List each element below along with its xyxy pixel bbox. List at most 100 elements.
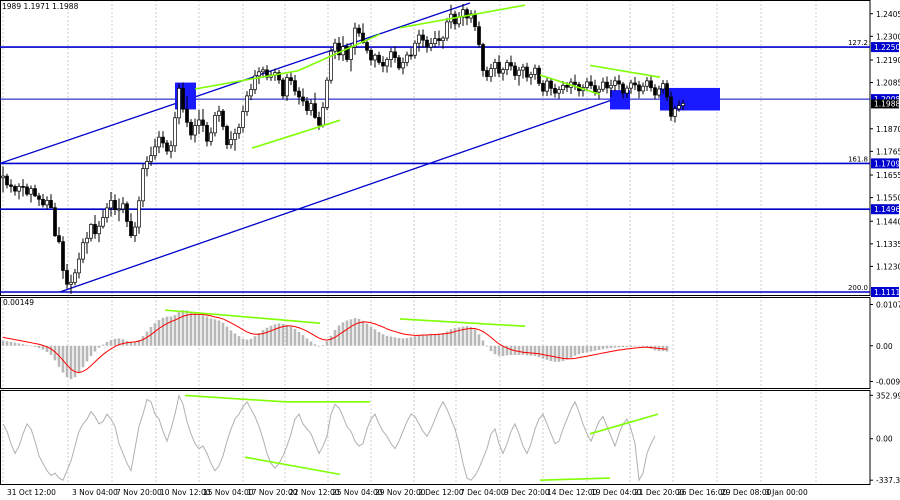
candle-body [473, 13, 477, 28]
divergence-line [251, 119, 341, 149]
candle-body [421, 34, 425, 41]
macd-bar [85, 345, 89, 362]
candle-body [1, 175, 5, 179]
candle-body [369, 49, 373, 61]
candle-body [561, 85, 565, 91]
candle-body [409, 54, 413, 57]
divergence-line [194, 69, 299, 90]
y-tick-label: 1.2190 [876, 56, 900, 65]
candle-body [73, 272, 77, 283]
fib-level-label: 127.2 [848, 39, 868, 47]
x-tick-label: 14 Dec 12:00 [547, 488, 598, 497]
macd-bar [53, 345, 57, 361]
level-price-label: 1.2250 [874, 43, 900, 52]
macd-bar [405, 338, 409, 346]
candle-body [125, 203, 129, 222]
candle-body [41, 198, 45, 206]
macd-bar [5, 341, 9, 346]
candle-body [329, 50, 333, 81]
candle-body [309, 103, 313, 111]
candle-body [653, 87, 657, 96]
macd-bar [305, 338, 309, 346]
macd-bar [141, 336, 145, 346]
macd-bar [453, 328, 457, 346]
y-tick-label: 1.1870 [876, 125, 900, 134]
macd-bar [545, 345, 549, 360]
candle-body [425, 39, 429, 48]
macd-bar [89, 345, 93, 357]
macd-bar [277, 323, 281, 346]
macd-bar [273, 324, 277, 346]
candle-body [213, 115, 217, 134]
macd-bar [197, 313, 201, 346]
divergence-line [399, 4, 526, 29]
x-tick-label: 26 Dec 16:00 [677, 488, 728, 497]
macd-bar [473, 329, 477, 346]
candle-body [285, 77, 289, 97]
macd-bar [105, 341, 109, 346]
candle-body [89, 224, 93, 239]
candle-body [353, 27, 357, 48]
macd-bar [73, 345, 77, 378]
macd-bar [209, 318, 213, 346]
macd-bar [321, 344, 325, 346]
level-price-tag [871, 42, 899, 53]
macd-bar [49, 345, 53, 355]
candle-body [669, 96, 673, 117]
x-tick-label: 7 Dec 04:00 [460, 488, 506, 497]
candle-body [257, 71, 261, 77]
macd-bar [565, 345, 569, 360]
macd-bar [569, 345, 573, 358]
macd-bar [205, 316, 209, 346]
macd-bar [373, 329, 377, 346]
candle-body [377, 54, 381, 63]
macd-bar [437, 333, 441, 346]
candle-body [133, 226, 137, 237]
macd-bar [353, 318, 357, 346]
macd-bar [253, 336, 257, 346]
candle-body [393, 51, 397, 58]
macd-bar [149, 326, 153, 346]
macd-bar [237, 336, 241, 346]
candle-body [541, 83, 545, 92]
macd-bar [393, 337, 397, 346]
candle-body [529, 74, 533, 78]
macd-bar [169, 316, 173, 346]
macd-bar [457, 327, 461, 346]
candle-body [85, 237, 89, 244]
x-tick-label: 3 Nov 04:00 [72, 488, 118, 497]
main-price-pane: 127.2 161.8 200.0 [0, 2, 870, 294]
candle-body [601, 81, 605, 90]
macd-bar [469, 326, 473, 346]
macd-bar [33, 345, 37, 347]
macd-bar [233, 333, 237, 346]
macd-bar [465, 326, 469, 346]
candle-body [593, 85, 597, 93]
macd-bar [101, 344, 105, 346]
candle-body [217, 110, 221, 116]
candle-body [401, 61, 405, 69]
macd-bar [45, 345, 49, 352]
candle-body [81, 242, 85, 260]
macd-bar [581, 345, 585, 354]
cci-y-tick-label: 0.00 [876, 435, 893, 444]
x-tick-label: 9 Dec 20:00 [504, 488, 550, 497]
candle-body [637, 84, 641, 92]
macd-bar [21, 344, 25, 346]
pane-frame [0, 0, 871, 296]
macd-bar [493, 345, 497, 355]
y-tick-label: 1.1550 [876, 194, 900, 203]
candle-body [325, 79, 329, 108]
candle-body [437, 38, 441, 41]
candle-body [641, 85, 645, 92]
candle-body [201, 119, 205, 126]
macd-y-tick-label: -0.00931 [876, 377, 900, 386]
candle-body [553, 88, 557, 94]
candle-body [221, 110, 225, 127]
macd-pane: 0.00149 [1, 298, 669, 380]
macd-bar [377, 331, 381, 346]
candle-body [453, 13, 457, 25]
candle-body [649, 80, 653, 89]
candle-body [181, 88, 185, 110]
